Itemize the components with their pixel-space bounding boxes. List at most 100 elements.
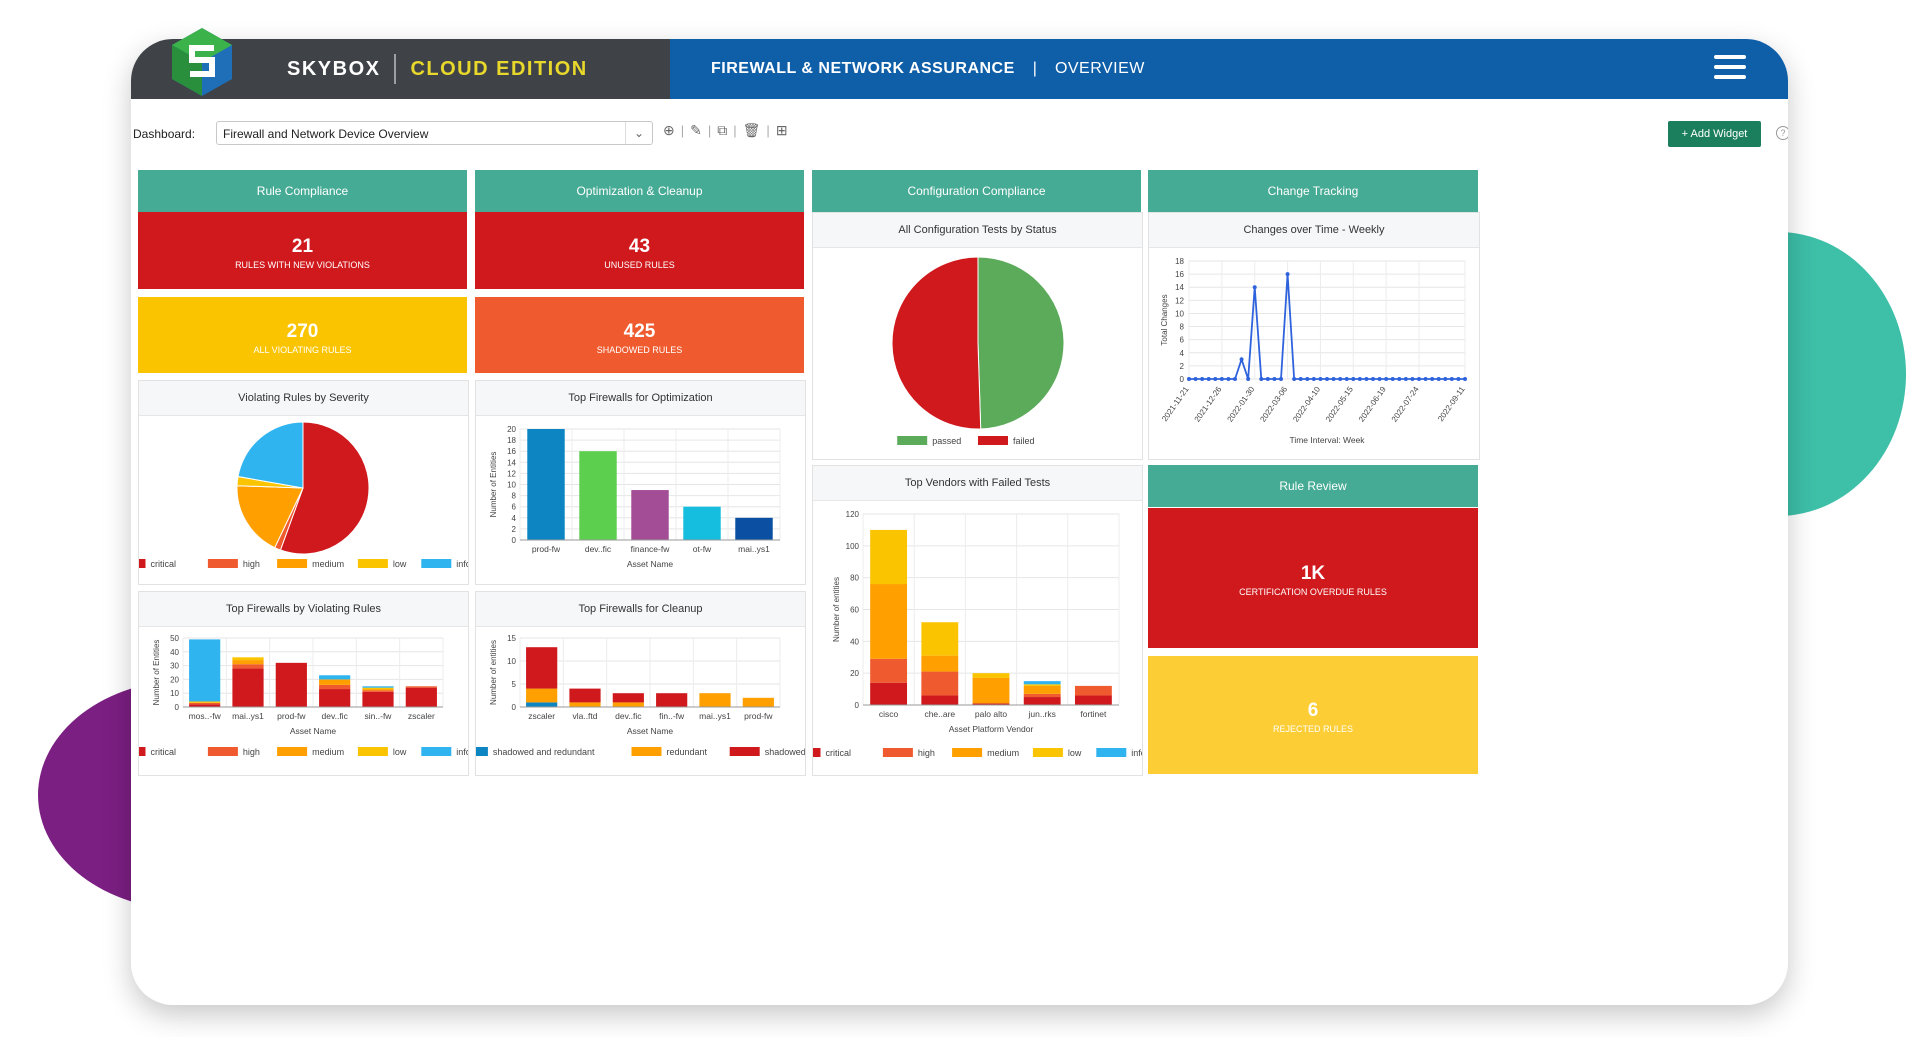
y-tick-label: 40 [170,648,179,657]
kpi-shadowed-rules[interactable]: 425 SHADOWED RULES [475,297,804,373]
hamburger-menu-icon[interactable] [1714,55,1746,83]
y-tick-label: 30 [170,662,179,671]
bar-segment [921,671,959,696]
dashboard-select[interactable]: Firewall and Network Device Overview ⌄ [216,121,653,145]
y-tick-label: 8 [1180,323,1185,332]
y-tick-label: 12 [507,469,516,478]
data-point [1430,377,1435,381]
y-tick-label: 4 [512,514,517,523]
kpi-value: 425 [623,321,656,342]
chevron-down-icon[interactable]: ⌄ [625,122,652,144]
data-point [1259,377,1264,381]
legend-swatch [277,559,308,568]
y-axis-label: Number of Entities [152,640,161,706]
bar-segment [232,657,264,661]
legend-swatch [476,747,488,756]
pie-slice [891,256,982,430]
kpi-label: REJECTED RULES [1272,724,1353,734]
y-tick-label: 20 [850,669,859,678]
data-point [1265,377,1270,381]
trash-icon[interactable]: 🗑 [742,122,761,138]
panel-top-fw-cleanup: Top Firewalls for Cleanup 0 5 10 15 zscaler v… [475,591,806,776]
bar [579,451,617,540]
kpi-label: UNUSED RULES [604,260,675,270]
x-tick-label: 2022-07-24 [1390,385,1421,424]
y-tick-label: 2 [512,525,517,534]
export-icon[interactable]: ⊞ [775,122,788,138]
dashboard-select-value: Firewall and Network Device Overview [223,127,429,141]
bar-segment [1023,681,1061,685]
x-tick-label: 2022-05-15 [1324,385,1355,424]
bar-segment [189,701,221,703]
section-change-tracking: Change Tracking [1148,170,1478,212]
data-point [1311,377,1316,381]
dashboard-label: Dashboard: [133,127,196,141]
legend-swatch [729,747,760,756]
x-tick-label: mai..ys1 [699,711,731,721]
data-point [1219,377,1224,381]
legend-label: passed [932,436,961,446]
y-axis-label: Total Changes [1160,294,1169,345]
x-tick-label: 2022-09-11 [1436,385,1467,424]
panel-config-tests-status: All Configuration Tests by Status passed… [812,212,1143,460]
bar-segment [972,673,1010,678]
x-tick-label: vla..ftd [572,711,597,721]
legend-label: critical [151,559,177,569]
panel-title: Changes over Time - Weekly [1149,213,1479,248]
add-widget-button[interactable]: + Add Widget [1668,121,1761,147]
bar-segment [699,693,731,707]
copy-icon[interactable]: ⧉ [717,122,728,138]
x-tick-label: 2021-12-26 [1193,385,1224,424]
legend-label: critical [151,747,177,757]
data-point [1187,377,1191,381]
data-point [1403,377,1408,381]
bar-segment [972,677,1010,704]
kpi-new-violations[interactable]: 21 RULES WITH NEW VIOLATIONS [138,212,467,289]
bar-segment [1074,685,1112,696]
optimization-bar-chart: 0 2 4 6 8 10 12 14 16 18 20 prod-fw dev..fic finance-… [489,425,781,569]
top-bar: SKYBOX CLOUD EDITION FIREWALL & NETWORK … [131,39,1788,99]
bar-segment [870,584,908,659]
vendors-stacked-chart: 0 20 40 60 80 100 120 cisco che..are palo alto jun… [813,510,1142,758]
data-point [1410,377,1415,381]
bar-segment [569,688,601,703]
severity-pie-chart: critical high medium low info [139,421,468,569]
kpi-label: SHADOWED RULES [596,345,683,355]
kpi-all-violating[interactable]: 270 ALL VIOLATING RULES [138,297,467,373]
y-tick-label: 18 [1175,257,1184,266]
kpi-label: RULES WITH NEW VIOLATIONS [235,260,370,270]
bar-segment [232,668,264,707]
bar-segment [362,687,394,690]
legend-swatch [139,747,146,756]
kpi-unused-rules[interactable]: 43 UNUSED RULES [475,212,804,289]
kpi-certification-overdue[interactable]: 1K CERTIFICATION OVERDUE RULES [1148,508,1478,648]
y-axis-label: Number of entities [832,577,841,642]
dashboard-tools: ⊕ | ✎ | ⧉ | 🗑 | ⊞ [663,122,788,139]
data-point [1364,377,1369,381]
add-circle-icon[interactable]: ⊕ [663,122,675,138]
edit-pencil-icon[interactable]: ✎ [690,122,702,138]
section-rule-review: Rule Review [1148,465,1478,507]
tool-divider: | [680,123,685,138]
panel-title: Top Firewalls for Cleanup [476,592,805,627]
data-point [1193,377,1198,381]
x-tick-label: sin..-fw [365,711,393,721]
x-tick-label: finance-fw [631,544,671,554]
y-tick-label: 18 [507,436,516,445]
data-point [1305,377,1310,381]
kpi-rejected-rules[interactable]: 6 REJECTED RULES [1148,656,1478,774]
y-tick-label: 14 [1175,283,1184,292]
data-point [1298,377,1303,381]
legend-label: medium [312,747,344,757]
y-tick-label: 10 [507,481,516,490]
x-axis-label: Asset Name [290,726,337,736]
y-tick-label: 10 [170,689,179,698]
bar-segment [189,702,221,705]
bar [631,490,669,540]
y-tick-label: 4 [1180,349,1185,358]
help-icon[interactable]: ? [1776,126,1788,140]
y-tick-label: 120 [846,510,860,519]
bar-segment [275,662,307,707]
x-tick-label: cisco [879,709,899,719]
legend-swatch [357,747,388,756]
